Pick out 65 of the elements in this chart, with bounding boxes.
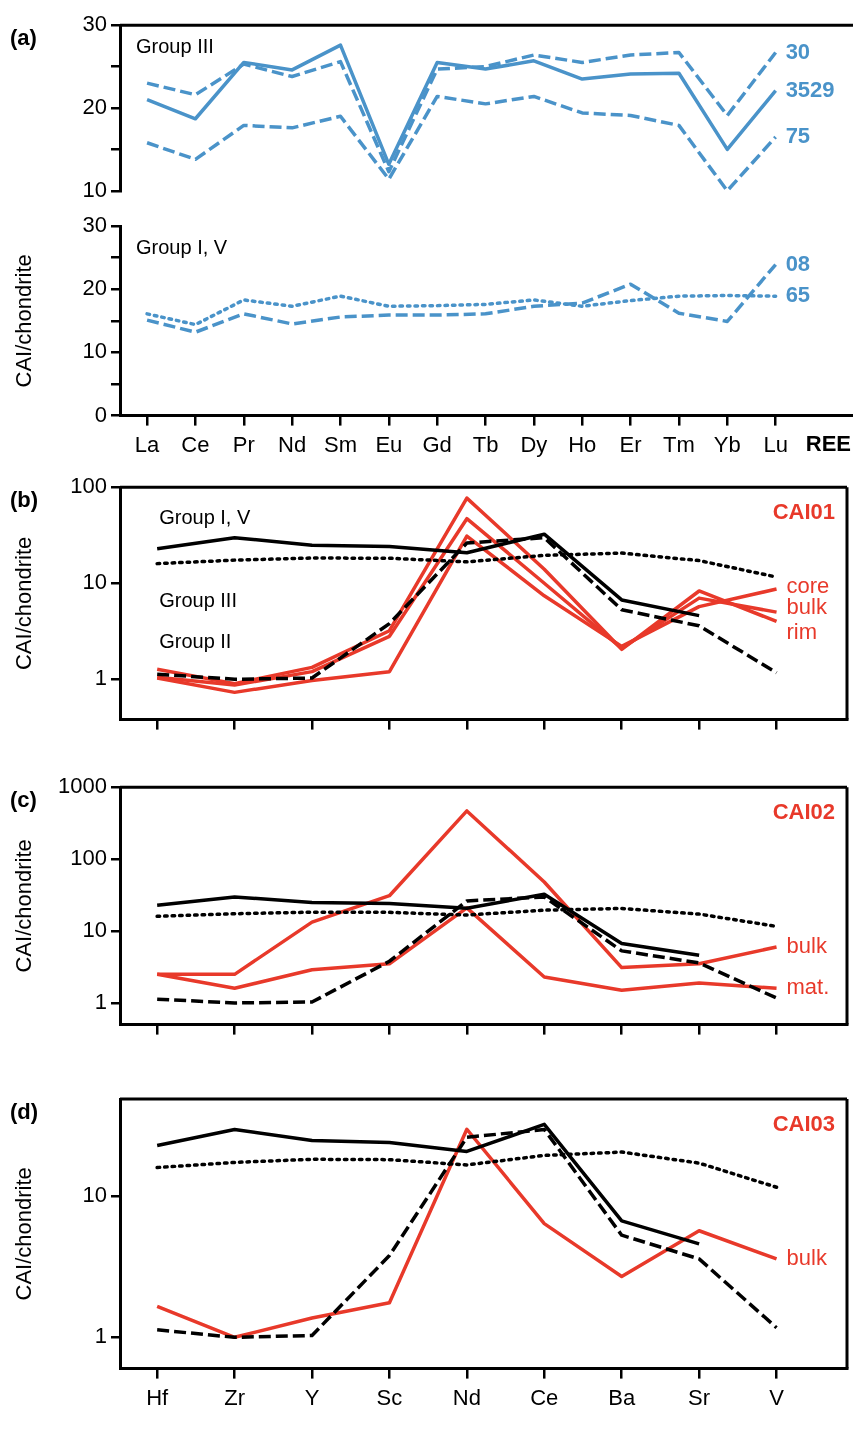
series-label: Group I, V xyxy=(159,506,251,529)
series-label: Group III xyxy=(159,589,237,612)
x-tick-label: Eu xyxy=(375,431,403,457)
y-tick-label: 10 xyxy=(82,176,107,202)
x-tick-label: Tm xyxy=(663,431,695,457)
series-label: 65 xyxy=(785,282,811,308)
y-tick-label: 1000 xyxy=(58,773,107,799)
x-tick-label: Nd xyxy=(452,1384,481,1410)
y-axis-title: CAI/chondrite xyxy=(11,536,37,671)
x-tick-label: Sc xyxy=(376,1384,403,1410)
y-tick-label: 1 xyxy=(94,989,107,1015)
y-tick-label: 20 xyxy=(82,275,107,301)
x-tick-label: Y xyxy=(304,1384,320,1410)
y-tick-label: 10 xyxy=(82,1182,107,1208)
x-tick-label: V xyxy=(769,1384,785,1410)
y-tick-label: 1 xyxy=(94,1323,107,1349)
series-label: rim xyxy=(786,619,818,645)
x-tick-label: Pr xyxy=(232,431,255,457)
y-tick-label: 100 xyxy=(70,473,107,499)
annotation: Group III xyxy=(136,34,214,57)
x-tick-label: Er xyxy=(619,431,642,457)
series-label: 75 xyxy=(785,123,811,149)
x-tick-label: Nd xyxy=(278,431,307,457)
annotation: CAI01 xyxy=(772,499,835,525)
y-axis-title: CAI/chondrite xyxy=(11,1167,37,1301)
x-tick-label: Gd xyxy=(422,431,452,457)
series-label: mat. xyxy=(786,974,830,1000)
x-tick-label: Lu xyxy=(763,431,788,457)
y-tick-label: 1 xyxy=(94,665,107,691)
x-axis-title: REE xyxy=(805,430,851,456)
y-tick-label: 20 xyxy=(82,94,107,120)
x-tick-label: Ce xyxy=(181,431,210,457)
series-label: Group II xyxy=(159,629,232,652)
x-tick-label: La xyxy=(134,431,161,457)
x-tick-label: Yb xyxy=(713,431,741,457)
x-tick-label: Zr xyxy=(224,1384,245,1410)
series-label: 3529 xyxy=(785,76,835,102)
annotation: CAI03 xyxy=(772,1111,835,1137)
y-axis-title: CAI/chondrite xyxy=(11,254,37,388)
y-tick-label: 30 xyxy=(82,212,107,238)
annotation: Group I, V xyxy=(136,235,228,258)
text: (b) xyxy=(10,487,39,513)
series-label: bulk xyxy=(786,933,828,959)
x-tick-label: Hf xyxy=(146,1384,170,1410)
y-tick-label: 10 xyxy=(82,569,107,595)
x-tick-label: Dy xyxy=(520,431,548,457)
y-tick-label: 10 xyxy=(82,338,107,364)
text: (d) xyxy=(10,1099,39,1125)
annotation: CAI02 xyxy=(772,799,835,825)
y-tick-label: 0 xyxy=(94,401,107,427)
y-tick-label: 30 xyxy=(82,11,107,37)
series-label: bulk xyxy=(786,1244,828,1270)
y-axis-title: CAI/chondrite xyxy=(11,839,37,973)
x-tick-label: Ho xyxy=(568,431,597,457)
x-tick-label: Sr xyxy=(688,1384,711,1410)
text: (a) xyxy=(10,25,37,51)
x-tick-label: Sm xyxy=(323,431,357,457)
text: (c) xyxy=(10,787,37,813)
x-tick-label: Ce xyxy=(530,1384,559,1410)
x-tick-label: Tb xyxy=(472,431,499,457)
series-label: 30 xyxy=(785,38,811,64)
x-tick-label: Ba xyxy=(608,1384,636,1410)
y-tick-label: 100 xyxy=(70,845,107,871)
series-label: 08 xyxy=(785,250,811,276)
y-tick-label: 10 xyxy=(82,917,107,943)
